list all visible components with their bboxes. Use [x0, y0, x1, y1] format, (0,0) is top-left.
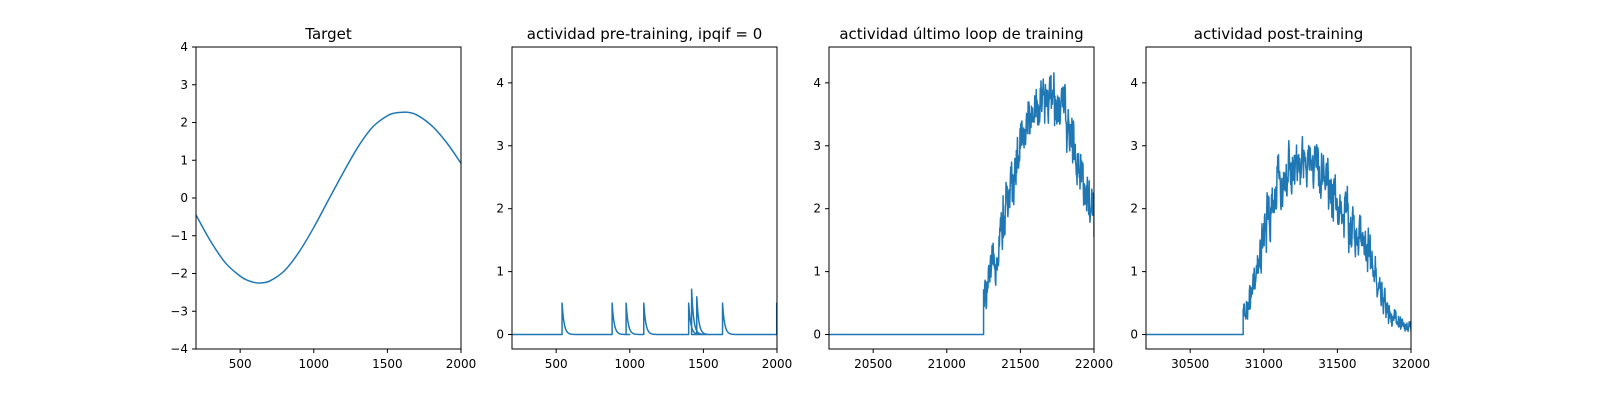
y-tick-label: 4: [1130, 76, 1138, 90]
plot-area: [196, 111, 461, 284]
x-tick-label: 30500: [1171, 357, 1209, 371]
x-tick-label: 2000: [446, 357, 477, 371]
series-line-1: [512, 288, 777, 336]
axes-frame: [828, 46, 1095, 350]
plot-area: [1146, 135, 1411, 336]
y-tick-label: 3: [496, 139, 504, 153]
y-tick-label: 1: [180, 153, 188, 167]
y-tick-label: 1: [813, 265, 821, 279]
x-tick-label: 22000: [1075, 357, 1113, 371]
x-tick-label: 32000: [1392, 357, 1430, 371]
plot-area: [829, 72, 1094, 336]
axes-frame: [511, 46, 778, 350]
x-tick-label: 1000: [299, 357, 330, 371]
series-line-1: [829, 72, 1094, 336]
y-tick-label: 0: [496, 328, 504, 342]
y-tick-label: 3: [1130, 139, 1138, 153]
x-tick-label: 21000: [928, 357, 966, 371]
x-tick-label: 1000: [615, 357, 646, 371]
y-tick-label: 2: [180, 116, 188, 130]
subplot-title: actividad pre-training, ipqif = 0: [527, 25, 763, 43]
x-tick-label: 21500: [1001, 357, 1039, 371]
subplot-title: actividad último loop de training: [839, 25, 1083, 43]
y-tick-label: −2: [170, 267, 188, 281]
y-tick-label: 2: [496, 202, 504, 216]
x-tick-label: 2000: [762, 357, 793, 371]
y-tick-label: 2: [1130, 202, 1138, 216]
y-tick-label: −1: [170, 229, 188, 243]
y-tick-label: 1: [1130, 265, 1138, 279]
x-tick-label: 20500: [854, 357, 892, 371]
series-line-1: [196, 111, 461, 284]
x-tick-label: 1500: [688, 357, 719, 371]
x-tick-label: 31000: [1245, 357, 1283, 371]
y-tick-label: 3: [813, 139, 821, 153]
subplot-1: Target 500 1000 1500 2000 −4 −3 −2 −1 0 1 2 3 4: [170, 25, 476, 371]
y-tick-label: 1: [496, 265, 504, 279]
y-tick-label: 4: [180, 40, 188, 54]
y-tick-label: 0: [1130, 328, 1138, 342]
subplot-title: actividad post-training: [1194, 25, 1363, 43]
y-tick-label: −4: [170, 342, 188, 356]
y-tick-label: 0: [813, 328, 821, 342]
plot-area: [512, 288, 777, 336]
subplot-2: actividad pre-training, ipqif = 0 500 1000…: [496, 25, 793, 371]
x-tick-label: 31500: [1318, 357, 1356, 371]
x-tick-label: 500: [545, 357, 568, 371]
series-line-1: [1146, 135, 1411, 336]
y-tick-label: 0: [180, 191, 188, 205]
x-tick-label: 1500: [372, 357, 403, 371]
x-tick-label: 500: [229, 357, 252, 371]
y-tick-label: 4: [813, 76, 821, 90]
axes-frame: [1145, 46, 1412, 350]
y-tick-label: 2: [813, 202, 821, 216]
y-tick-label: −3: [170, 304, 188, 318]
y-tick-label: 4: [496, 76, 504, 90]
y-tick-label: 3: [180, 78, 188, 92]
subplot-title: Target: [304, 25, 352, 43]
